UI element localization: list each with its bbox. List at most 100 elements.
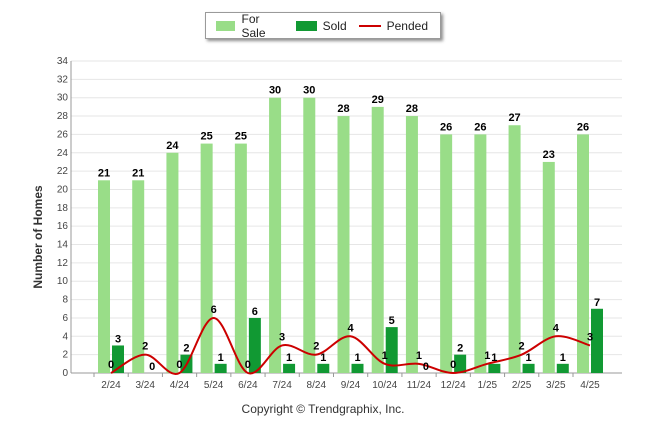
bar-for-sale: [98, 180, 110, 373]
data-label-sold: 1: [491, 352, 497, 364]
y-tick-label: 30: [57, 93, 69, 104]
data-label-sold: 1: [320, 352, 326, 364]
y-tick-label: 28: [57, 111, 69, 122]
y-tick-label: 26: [57, 129, 69, 140]
data-label-for-sale: 25: [201, 131, 213, 143]
legend-label-sold: Sold: [322, 18, 347, 33]
y-tick-label: 2: [62, 350, 68, 361]
data-label-for-sale: 26: [440, 121, 452, 133]
y-tick-label: 12: [57, 258, 69, 269]
line-pended: [110, 316, 591, 375]
y-tick-label: 4: [62, 331, 68, 342]
data-label-sold: 5: [389, 315, 395, 327]
data-label-pended: 2: [142, 341, 148, 353]
x-tick-label: 3/24: [135, 380, 155, 391]
data-label-pended: 1: [382, 350, 388, 362]
legend-item-for-sale: For Sale: [216, 12, 284, 40]
data-label-pended: 2: [519, 341, 525, 353]
bar-sold: [351, 363, 364, 373]
data-label-sold: 2: [183, 343, 189, 355]
y-tick-label: 22: [57, 166, 69, 177]
bar-for-sale: [303, 97, 316, 374]
x-tick-label: 4/24: [170, 380, 190, 391]
bar-sold: [488, 363, 501, 373]
legend-label-pended: Pended: [386, 18, 428, 33]
x-tick-label: 7/24: [272, 380, 292, 391]
x-tick-label: 2/24: [101, 380, 121, 391]
bar-for-sale: [166, 152, 179, 373]
data-label-for-sale: 27: [508, 112, 520, 124]
bar-for-sale: [371, 106, 384, 373]
data-label-for-sale: 24: [166, 140, 179, 152]
bar-for-sale: [474, 134, 487, 373]
data-label-pended: 4: [553, 322, 560, 334]
legend-label-for-sale: For Sale: [241, 11, 266, 40]
bar-for-sale: [542, 161, 555, 373]
y-tick-label: 24: [57, 148, 69, 159]
data-label-pended: 0: [450, 359, 456, 371]
bar-sold: [214, 363, 227, 373]
bar-for-sale: [508, 125, 521, 373]
y-tick-label: 0: [62, 368, 68, 379]
bar-for-sale: [269, 97, 282, 374]
data-label-pended: 2: [313, 341, 319, 353]
y-axis-title: Number of Homes: [31, 185, 45, 289]
bar-sold: [591, 308, 603, 373]
y-tick-label: 10: [57, 276, 69, 287]
data-label-pended: 0: [108, 359, 114, 371]
data-label-pended: 3: [279, 331, 285, 343]
data-label-sold: 1: [560, 352, 566, 364]
data-label-for-sale: 30: [269, 85, 281, 97]
data-label-sold: 0: [149, 361, 155, 373]
y-tick-label: 32: [57, 74, 69, 85]
y-tick-label: 6: [62, 313, 68, 324]
data-label-sold: 1: [286, 352, 292, 364]
data-label-pended: 3: [587, 331, 593, 343]
bar-for-sale: [577, 134, 589, 373]
legend-swatch-pended: [358, 24, 381, 27]
bar-sold: [283, 363, 296, 373]
data-label-for-sale: 28: [337, 103, 349, 115]
bar-sold: [385, 327, 398, 373]
bar-for-sale: [405, 116, 418, 373]
data-label-for-sale: 30: [303, 85, 315, 97]
bar-sold: [317, 363, 330, 373]
data-label-sold: 3: [115, 333, 121, 345]
bar-for-sale: [234, 143, 247, 373]
data-label-sold: 1: [218, 352, 224, 364]
data-label-sold: 6: [252, 306, 258, 318]
y-tick-label: 18: [57, 203, 69, 214]
legend-swatch-for-sale: [216, 20, 236, 31]
legend-swatch-sold: [295, 20, 317, 31]
x-tick-label: 10/24: [372, 380, 397, 391]
x-tick-label: 5/24: [204, 380, 224, 391]
x-tick-label: 4/25: [580, 380, 600, 391]
bar-for-sale: [200, 143, 213, 373]
data-label-for-sale: 26: [474, 121, 486, 133]
legend-item-pended: Pended: [358, 18, 428, 33]
copyright-text: Copyright © Trendgraphix, Inc.: [241, 402, 405, 416]
data-label-for-sale: 26: [577, 121, 589, 133]
x-tick-label: 6/24: [238, 380, 258, 391]
x-tick-label: 1/25: [478, 380, 498, 391]
data-label-pended: 1: [484, 350, 490, 362]
bar-sold: [556, 363, 569, 373]
y-tick-label: 16: [57, 221, 69, 232]
bar-for-sale: [440, 134, 453, 373]
data-label-sold: 1: [354, 352, 360, 364]
data-label-sold: 2: [457, 343, 463, 355]
y-tick-label: 14: [57, 240, 69, 251]
bar-for-sale: [132, 180, 145, 373]
x-tick-label: 9/24: [341, 380, 361, 391]
x-tick-label: 12/24: [441, 380, 466, 391]
data-label-pended: 0: [176, 359, 182, 371]
chart-legend: For Sale Sold Pended: [205, 12, 441, 40]
data-label-for-sale: 29: [372, 94, 384, 106]
x-tick-label: 2/25: [512, 380, 532, 391]
y-tick-label: 20: [57, 184, 69, 195]
y-tick-label: 34: [57, 56, 69, 67]
bar-for-sale: [337, 116, 350, 373]
x-tick-label: 3/25: [546, 380, 566, 391]
